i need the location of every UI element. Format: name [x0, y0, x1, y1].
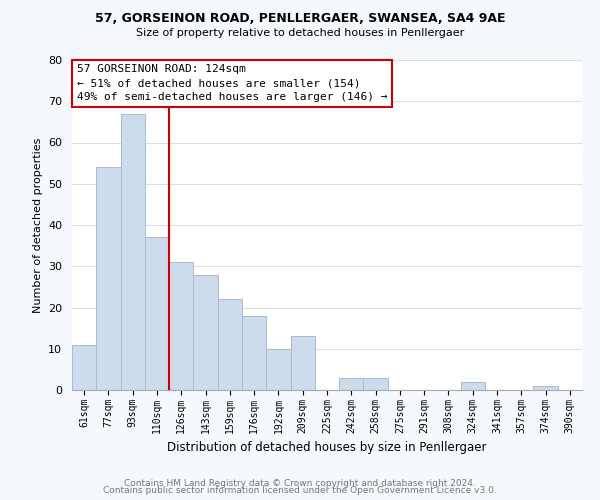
Bar	[461, 382, 485, 390]
Bar	[218, 299, 242, 390]
Text: Contains public sector information licensed under the Open Government Licence v3: Contains public sector information licen…	[103, 486, 497, 495]
Text: Size of property relative to detached houses in Penllergaer: Size of property relative to detached ho…	[136, 28, 464, 38]
Bar	[145, 238, 169, 390]
Text: 57 GORSEINON ROAD: 124sqm
← 51% of detached houses are smaller (154)
49% of semi: 57 GORSEINON ROAD: 124sqm ← 51% of detac…	[77, 64, 388, 102]
Text: 57, GORSEINON ROAD, PENLLERGAER, SWANSEA, SA4 9AE: 57, GORSEINON ROAD, PENLLERGAER, SWANSEA…	[95, 12, 505, 26]
Bar	[339, 378, 364, 390]
Bar	[121, 114, 145, 390]
Bar	[242, 316, 266, 390]
Bar	[533, 386, 558, 390]
Bar	[72, 344, 96, 390]
X-axis label: Distribution of detached houses by size in Penllergaer: Distribution of detached houses by size …	[167, 441, 487, 454]
Bar	[193, 274, 218, 390]
Text: Contains HM Land Registry data © Crown copyright and database right 2024.: Contains HM Land Registry data © Crown c…	[124, 478, 476, 488]
Bar	[290, 336, 315, 390]
Bar	[169, 262, 193, 390]
Bar	[266, 349, 290, 390]
Y-axis label: Number of detached properties: Number of detached properties	[32, 138, 43, 312]
Bar	[364, 378, 388, 390]
Bar	[96, 167, 121, 390]
